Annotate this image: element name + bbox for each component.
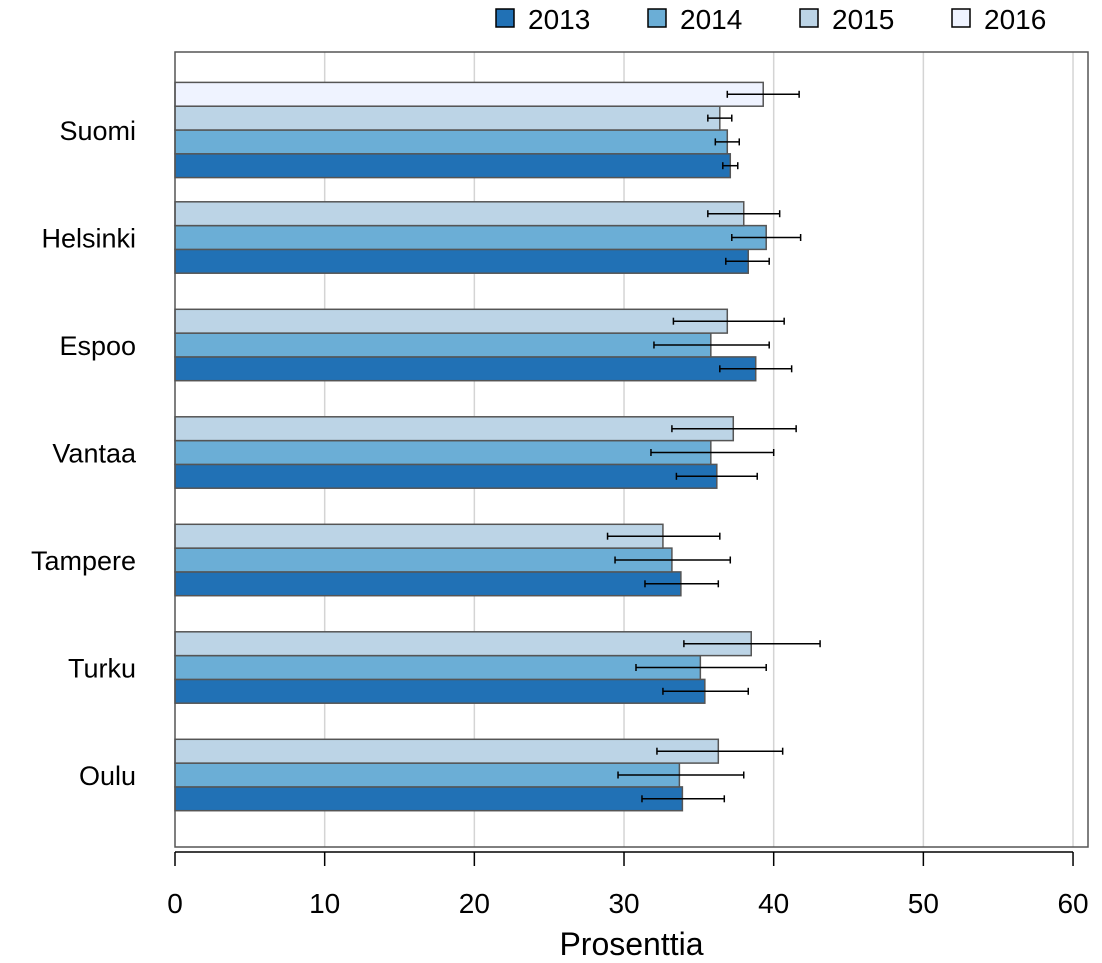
- error-bar-vantaa-2013: [675, 472, 758, 480]
- error-bar-suomi-2014: [714, 138, 741, 146]
- error-bar-tampere-2013: [644, 580, 720, 588]
- error-bar-espoo-2015: [672, 317, 785, 325]
- category-label-tampere: Tampere: [31, 546, 136, 576]
- bar-vantaa-2013: [174, 463, 718, 489]
- x-tick-label-40: 40: [758, 888, 789, 919]
- bar-turku-2015: [174, 631, 752, 657]
- error-bar-turku-2013: [662, 687, 749, 695]
- x-axis-title: Prosenttia: [559, 926, 703, 962]
- category-label-turku: Turku: [68, 654, 136, 684]
- bar-tampere-2013: [174, 571, 682, 597]
- x-axis: 0 10 20 30 40 50 60 Prosenttia: [167, 851, 1089, 962]
- x-tick-label-60: 60: [1057, 888, 1088, 919]
- bar-oulu-2013: [174, 786, 684, 812]
- error-bar-helsinki-2013: [725, 257, 770, 265]
- legend-item-2016: 2016: [951, 4, 1046, 35]
- bar-suomi-2014: [174, 129, 729, 155]
- x-tick-label-20: 20: [459, 888, 490, 919]
- error-bar-vantaa-2014: [650, 449, 775, 456]
- legend-item-2014: 2014: [647, 4, 742, 35]
- bar-espoo-2015: [174, 308, 729, 334]
- x-tick-label-0: 0: [167, 888, 183, 919]
- bar-suomi-2013: [174, 153, 732, 179]
- error-bars: [606, 90, 821, 803]
- category-labels: Suomi Helsinki Espoo Vantaa Tampere Turku Oulu: [31, 116, 137, 791]
- legend-swatch-2015: [799, 8, 819, 28]
- error-bar-oulu-2015: [656, 747, 784, 755]
- legend-label-2013: 2013: [528, 4, 590, 35]
- legend-label-2015: 2015: [832, 4, 894, 35]
- error-bar-turku-2014: [635, 664, 767, 671]
- category-label-suomi: Suomi: [59, 116, 136, 146]
- category-label-oulu: Oulu: [79, 761, 136, 791]
- legend-label-2016: 2016: [984, 4, 1046, 35]
- bars: [174, 81, 767, 812]
- bar-tampere-2014: [174, 547, 673, 573]
- bar-suomi-2015: [174, 105, 721, 131]
- bar-oulu-2015: [174, 738, 720, 764]
- bar-helsinki-2013: [174, 248, 749, 274]
- error-bar-tampere-2014: [614, 556, 732, 564]
- error-bar-suomi-2013: [722, 162, 739, 170]
- legend-item-2013: 2013: [495, 4, 590, 35]
- bar-espoo-2013: [174, 356, 757, 382]
- category-label-vantaa: Vantaa: [52, 439, 137, 469]
- bar-helsinki-2014: [174, 224, 767, 251]
- bar-helsinki-2015: [174, 201, 745, 227]
- error-bar-suomi-2015: [707, 114, 733, 122]
- category-label-helsinki: Helsinki: [41, 224, 136, 254]
- error-bar-oulu-2014: [617, 771, 745, 779]
- legend-item-2015: 2015: [799, 4, 894, 35]
- legend-swatch-2016: [951, 8, 971, 28]
- bar-suomi-2016: [174, 81, 764, 107]
- bar-vantaa-2015: [174, 416, 735, 442]
- error-bar-vantaa-2015: [671, 425, 797, 433]
- legend: 2013 2014 2015 2016: [495, 4, 1046, 35]
- bar-tampere-2015: [174, 523, 664, 549]
- error-bar-turku-2015: [683, 640, 821, 648]
- error-bar-tampere-2015: [606, 532, 721, 540]
- bar-vantaa-2014: [174, 439, 712, 466]
- error-bar-helsinki-2015: [707, 210, 781, 218]
- plot-frame: [174, 51, 1089, 848]
- error-bar-oulu-2013: [641, 795, 726, 803]
- error-bar-espoo-2014: [653, 341, 770, 349]
- error-bar-helsinki-2014: [731, 234, 802, 241]
- legend-label-2014: 2014: [680, 4, 742, 35]
- x-tick-label-10: 10: [309, 888, 340, 919]
- category-label-espoo: Espoo: [59, 331, 136, 361]
- error-bar-espoo-2013: [719, 365, 793, 373]
- error-bar-suomi-2016: [726, 90, 800, 98]
- bar-turku-2014: [174, 654, 702, 681]
- legend-swatch-2013: [495, 8, 515, 28]
- bar-oulu-2014: [174, 762, 681, 788]
- x-tick-label-30: 30: [608, 888, 639, 919]
- bar-turku-2013: [174, 678, 706, 704]
- bar-espoo-2014: [174, 332, 712, 358]
- legend-swatch-2014: [647, 8, 667, 28]
- x-tick-label-50: 50: [908, 888, 939, 919]
